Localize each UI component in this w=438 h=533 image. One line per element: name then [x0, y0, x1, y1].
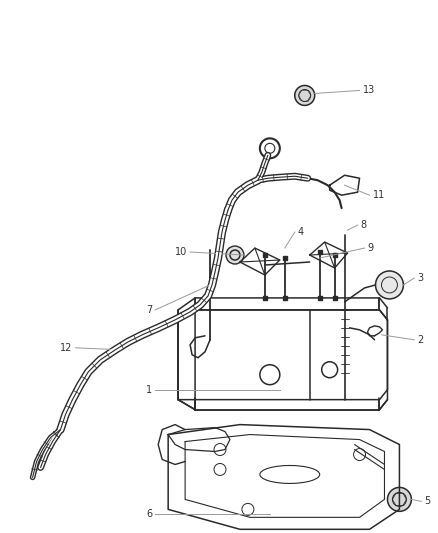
Text: 3: 3 [417, 273, 424, 283]
Text: 6: 6 [146, 510, 152, 519]
Text: 9: 9 [367, 243, 374, 253]
Text: 4: 4 [298, 227, 304, 237]
Text: 7: 7 [146, 305, 152, 315]
Circle shape [375, 271, 403, 299]
Text: 12: 12 [60, 343, 72, 353]
Text: 10: 10 [175, 247, 187, 257]
Text: 13: 13 [363, 85, 375, 95]
Text: 8: 8 [360, 220, 367, 230]
Text: 1: 1 [146, 385, 152, 394]
Text: 2: 2 [417, 335, 424, 345]
Text: 5: 5 [424, 496, 431, 506]
Circle shape [295, 85, 314, 106]
Circle shape [226, 246, 244, 264]
Text: 11: 11 [372, 190, 385, 200]
Circle shape [388, 487, 411, 511]
